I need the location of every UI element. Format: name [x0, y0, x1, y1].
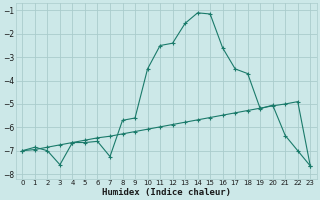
X-axis label: Humidex (Indice chaleur): Humidex (Indice chaleur) [102, 188, 231, 197]
